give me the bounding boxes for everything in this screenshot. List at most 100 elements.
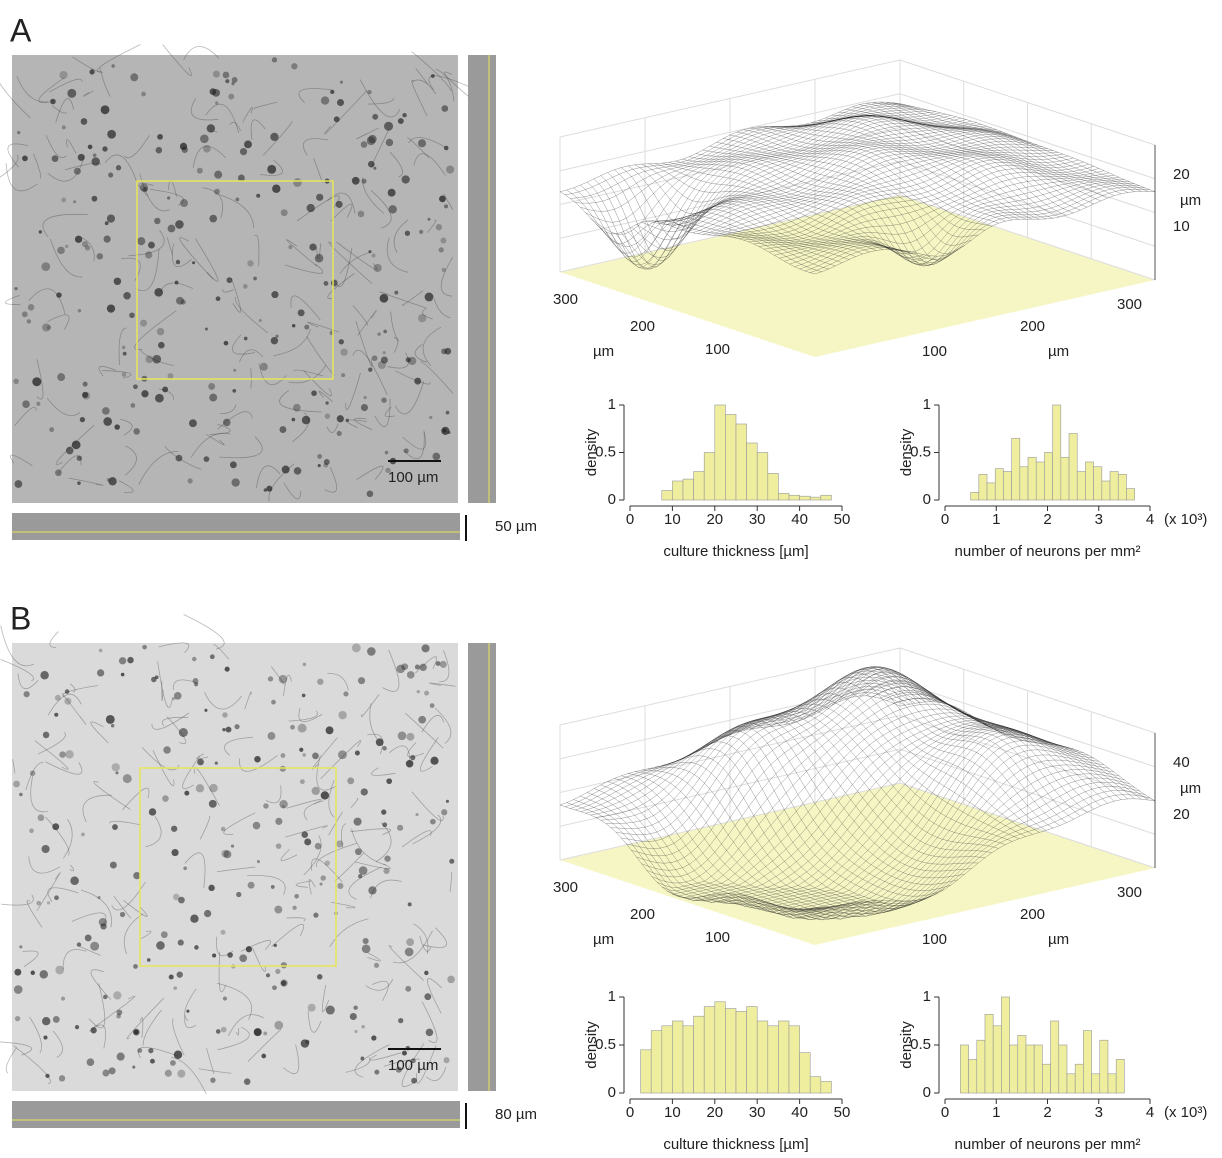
bar [768, 473, 779, 500]
bar [1069, 434, 1077, 501]
cell [89, 69, 94, 74]
cell [133, 428, 140, 435]
cell [246, 946, 252, 952]
cell [418, 314, 426, 322]
cell [373, 167, 376, 170]
cell [47, 901, 50, 904]
cell [91, 157, 99, 165]
bar [1075, 1064, 1083, 1093]
mesh-line [866, 683, 1121, 799]
bar [985, 1014, 993, 1093]
cell [39, 230, 42, 233]
cell [112, 763, 120, 771]
cell [210, 1077, 215, 1082]
cell [300, 779, 305, 784]
cell [341, 373, 345, 377]
cell [90, 942, 99, 951]
cell [65, 245, 68, 248]
cell [115, 771, 118, 774]
bar [768, 1026, 779, 1093]
cell [380, 294, 389, 303]
cell [42, 845, 50, 853]
cell [174, 1051, 182, 1059]
bar [993, 1026, 1001, 1093]
cell [82, 241, 88, 247]
cell [347, 777, 354, 784]
cell [292, 906, 296, 910]
bar [704, 1007, 715, 1093]
x-tick-label: 30 [749, 1104, 766, 1121]
cell [280, 766, 286, 772]
cell [281, 753, 286, 758]
x-axis-label: number of neurons per mm² [955, 1136, 1141, 1153]
left-tick-label: 200 [630, 906, 655, 923]
cell [367, 90, 371, 94]
cell [155, 394, 164, 403]
right-tick-label: 100 [922, 343, 947, 360]
x-unit-label: (x 10³) [1164, 511, 1207, 528]
cell [123, 352, 127, 356]
cell [292, 324, 295, 327]
cell [444, 1057, 450, 1063]
cell [61, 997, 65, 1001]
cell [221, 930, 226, 935]
cell [147, 958, 151, 962]
x-unit-label: (x 10³) [1164, 1104, 1207, 1121]
cell [140, 320, 147, 327]
cell [291, 63, 297, 69]
cell [113, 991, 121, 999]
cell [271, 700, 276, 705]
micrograph [0, 44, 480, 503]
cell [232, 77, 238, 83]
x-tick-label: 20 [706, 1104, 723, 1121]
side-strip [468, 55, 496, 503]
cell [43, 1035, 47, 1039]
cell [266, 486, 272, 492]
cell [418, 716, 426, 724]
cell [22, 156, 28, 162]
cell [303, 663, 306, 666]
cell [175, 281, 179, 285]
cell [253, 277, 257, 281]
cell [426, 1029, 434, 1037]
left-tick-label: 100 [705, 929, 730, 946]
cell [130, 73, 138, 81]
cell [15, 1016, 20, 1021]
cell [129, 312, 135, 318]
cell [176, 260, 180, 264]
right-axis-label: µm [1048, 931, 1069, 948]
cell [308, 1004, 316, 1012]
cell [179, 728, 188, 737]
cell [317, 974, 323, 980]
cell [192, 657, 196, 661]
cell [173, 986, 177, 990]
x-tick-label: 0 [941, 1104, 949, 1121]
cell [32, 377, 41, 386]
cell [324, 281, 329, 286]
right-axis-label: µm [1048, 343, 1069, 360]
cell [77, 455, 82, 460]
right-tick-label: 200 [1020, 906, 1045, 923]
bar [725, 415, 736, 501]
z-tick-label: 20 [1173, 806, 1190, 823]
cell [293, 404, 301, 412]
cell [105, 221, 109, 225]
x-tick-label: 40 [791, 511, 808, 528]
cell [292, 418, 296, 422]
bar [810, 1077, 821, 1093]
cell [260, 363, 268, 371]
cell [446, 411, 450, 415]
cell [221, 1027, 227, 1033]
cell [230, 461, 237, 468]
cell [196, 784, 204, 792]
bar [757, 453, 768, 501]
cell [424, 993, 431, 1000]
bar [995, 469, 1003, 500]
cell [120, 912, 125, 917]
cell [189, 419, 197, 427]
cell [304, 838, 311, 845]
cell [107, 304, 115, 312]
bar [1116, 1059, 1124, 1093]
cell [168, 373, 174, 379]
cell [354, 1030, 357, 1033]
